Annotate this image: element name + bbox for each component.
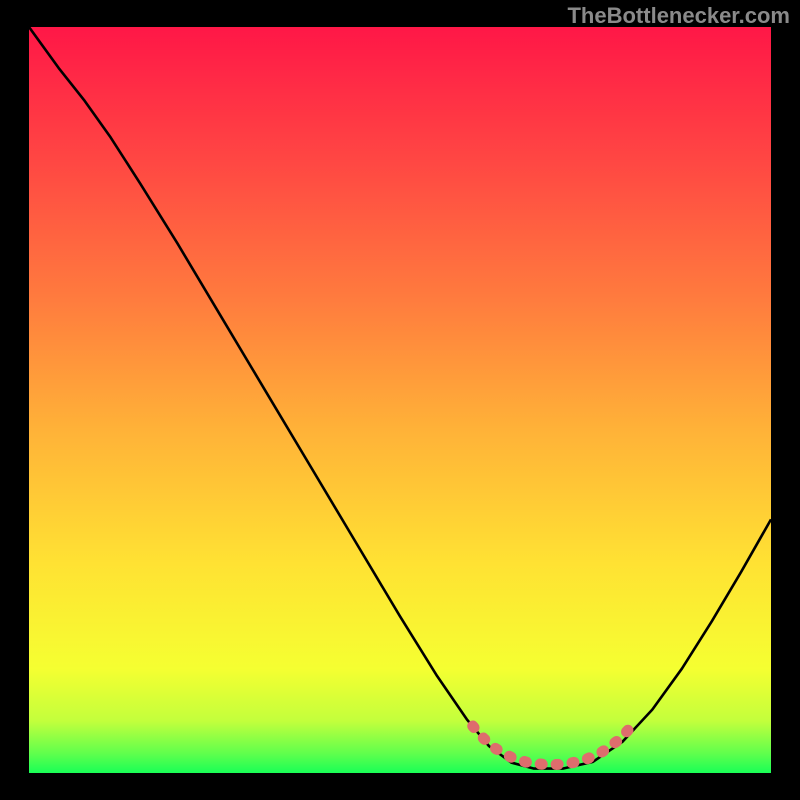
watermark-link[interactable]: TheBottlenecker.com [567,3,790,29]
optimal-range-segment [473,726,630,765]
plot-svg [29,27,771,773]
chart-stage: TheBottlenecker.com [0,0,800,800]
performance-curve [29,27,771,769]
plot-area [29,27,771,773]
